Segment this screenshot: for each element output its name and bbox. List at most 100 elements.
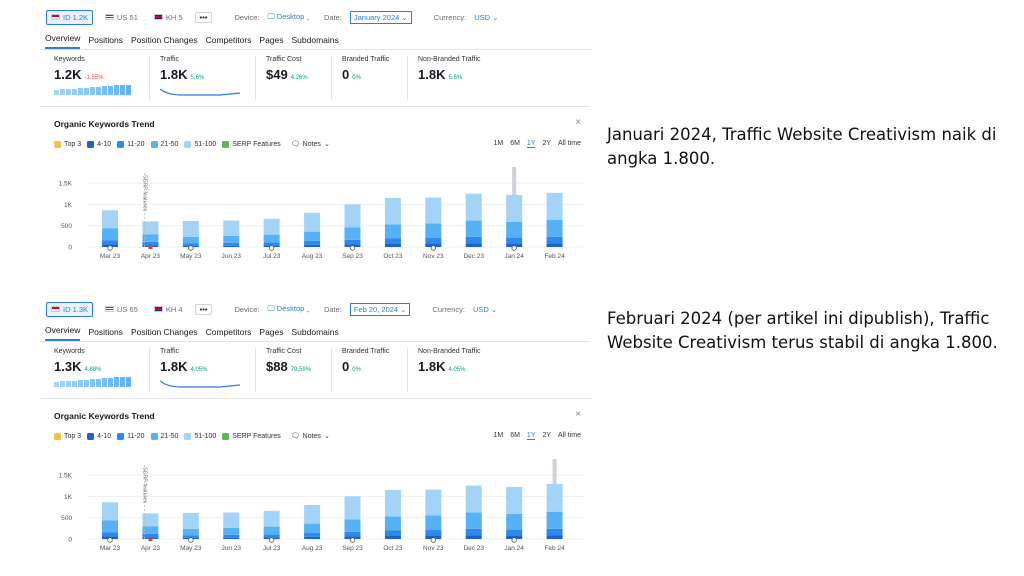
event-marker-icon[interactable] <box>188 537 194 543</box>
bar-segment-11-20[interactable] <box>465 528 482 536</box>
legend-item[interactable]: 4-10 <box>87 432 111 440</box>
bar-segment-4-10[interactable] <box>546 243 563 247</box>
event-marker-icon[interactable] <box>511 245 517 251</box>
bar-segment-21-50[interactable] <box>304 523 321 534</box>
tab-positions[interactable]: Positions <box>88 35 123 45</box>
bar-segment-11-20[interactable] <box>223 242 240 246</box>
bar-segment-11-20[interactable] <box>142 533 159 538</box>
metric-traffic[interactable]: Traffic 1.8K 5.6% <box>159 56 256 100</box>
bar-segment-51-100[interactable] <box>546 483 563 512</box>
bar-segment-11-20[interactable] <box>384 530 401 536</box>
close-icon[interactable]: × <box>575 117 581 128</box>
database-tab-us[interactable]: US 65 <box>101 303 142 316</box>
bar-segment-11-20[interactable] <box>506 529 523 536</box>
tab-competitors[interactable]: Competitors <box>205 327 252 337</box>
bar-segment-51-100[interactable] <box>142 221 159 235</box>
metric-traffic-cost[interactable]: Traffic Cost $49 4.26% <box>266 56 332 100</box>
bar-segment-11-20[interactable] <box>384 238 401 244</box>
bar-segment-21-50[interactable] <box>506 513 523 530</box>
bar-segment-21-50[interactable] <box>263 234 280 243</box>
bar-segment-4-10[interactable] <box>546 535 563 539</box>
bar-segment-21-50[interactable] <box>344 227 361 240</box>
bar-segment-21-50[interactable] <box>465 512 482 529</box>
more-button[interactable]: ••• <box>194 303 213 315</box>
tab-pages[interactable]: Pages <box>259 35 284 45</box>
bar-segment-21-50[interactable] <box>546 219 563 237</box>
device-select[interactable]: 🖵 Desktop ⌄ <box>267 304 309 314</box>
date-select[interactable]: January 2024 ⌄ <box>349 10 412 24</box>
bar-segment-51-100[interactable] <box>546 192 563 220</box>
notes-dropdown[interactable]: 🗨 Notes ⌄ <box>291 432 330 441</box>
bar-segment-4-10[interactable] <box>465 243 482 247</box>
range-1m[interactable]: 1M <box>493 432 504 439</box>
tab-overview[interactable]: Overview <box>45 33 81 49</box>
bar-segment-51-100[interactable] <box>344 496 361 520</box>
bar-segment-21-50[interactable] <box>223 235 240 243</box>
bar-segment-4-10[interactable] <box>425 243 442 247</box>
tab-pages[interactable]: Pages <box>259 327 284 337</box>
bar-segment-51-100[interactable] <box>506 486 523 514</box>
bar-segment-11-20[interactable] <box>182 243 199 246</box>
bar-segment-11-20[interactable] <box>344 531 361 537</box>
range-1y[interactable]: 1Y <box>526 140 536 148</box>
legend-item[interactable]: Top 3 <box>54 432 81 440</box>
database-tab-id[interactable]: ID 1.2K <box>46 9 94 25</box>
bar-segment-51-100[interactable] <box>506 194 523 222</box>
range-2y[interactable]: 2Y <box>542 140 552 147</box>
tab-position-changes[interactable]: Position Changes <box>130 327 198 337</box>
bar-segment-51-100[interactable] <box>223 220 240 236</box>
legend-item[interactable]: Top 3 <box>54 140 81 148</box>
range-1y[interactable]: 1Y <box>526 432 536 440</box>
bar-segment-11-20[interactable] <box>546 236 563 244</box>
bar-segment-51-100[interactable] <box>142 513 159 527</box>
event-marker-icon[interactable] <box>188 245 194 251</box>
event-marker-icon[interactable] <box>349 245 356 251</box>
google-update-icon[interactable] <box>148 537 153 541</box>
bar-segment-21-50[interactable] <box>102 520 118 533</box>
metric-branded-traffic[interactable]: Branded Traffic 0 0% <box>342 56 408 100</box>
bar-segment-51-100[interactable] <box>465 485 482 513</box>
event-marker-icon[interactable] <box>349 537 356 543</box>
event-marker-icon[interactable] <box>107 537 113 543</box>
date-select[interactable]: Feb 20, 2024 ⌄ <box>349 302 411 316</box>
bar-segment-51-100[interactable] <box>102 502 118 521</box>
bar-segment-11-20[interactable] <box>425 530 442 536</box>
metric-keywords[interactable]: Keywords 1.3K 4.88% <box>54 348 150 392</box>
range-6m[interactable]: 6M <box>510 432 520 439</box>
tab-competitors[interactable]: Competitors <box>205 35 252 45</box>
currency-select[interactable]: USD ⌄ <box>474 13 498 22</box>
bar-segment-11-20[interactable] <box>465 236 482 244</box>
bar-segment-4-10[interactable] <box>384 243 401 247</box>
bar-segment-51-100[interactable] <box>304 212 321 232</box>
bar-segment-21-50[interactable] <box>263 526 280 535</box>
bar-segment-11-20[interactable] <box>182 535 199 538</box>
bar-segment-4-10[interactable] <box>223 537 240 539</box>
bar-segment-21-50[interactable] <box>546 511 563 529</box>
bar-segment-11-20[interactable] <box>142 241 159 246</box>
bar-segment-11-20[interactable] <box>546 528 563 536</box>
bar-segment-51-100[interactable] <box>182 512 199 529</box>
bar-segment-4-10[interactable] <box>425 535 442 539</box>
bar-segment-21-50[interactable] <box>465 220 482 237</box>
bar-segment-51-100[interactable] <box>102 210 118 229</box>
google-update-icon[interactable] <box>148 245 153 249</box>
bar-segment-11-20[interactable] <box>263 242 280 246</box>
metric-traffic-cost[interactable]: Traffic Cost $88 79.59% <box>266 348 332 392</box>
database-tab-kh[interactable]: KH 5 <box>150 11 187 24</box>
device-select[interactable]: 🖵 Desktop ⌄ <box>267 12 309 22</box>
range-6m[interactable]: 6M <box>510 140 520 147</box>
event-marker-icon[interactable] <box>107 245 113 251</box>
bar-segment-51-100[interactable] <box>384 197 401 225</box>
bar-segment-11-20[interactable] <box>223 534 240 538</box>
bar-segment-4-10[interactable] <box>465 535 482 539</box>
bar-segment-4-10[interactable] <box>506 243 523 247</box>
bar-segment-4-10[interactable] <box>384 535 401 539</box>
legend-item[interactable]: 21-50 <box>150 140 178 148</box>
bar-segment-51-100[interactable] <box>425 489 442 516</box>
bar-segment-21-50[interactable] <box>223 527 240 535</box>
bar-segment-21-50[interactable] <box>142 526 159 534</box>
bar-segment-51-100[interactable] <box>263 218 280 235</box>
tab-subdomains[interactable]: Subdomains <box>291 35 339 45</box>
bar-segment-51-100[interactable] <box>425 197 442 224</box>
legend-item[interactable]: SERP Features <box>222 432 281 440</box>
